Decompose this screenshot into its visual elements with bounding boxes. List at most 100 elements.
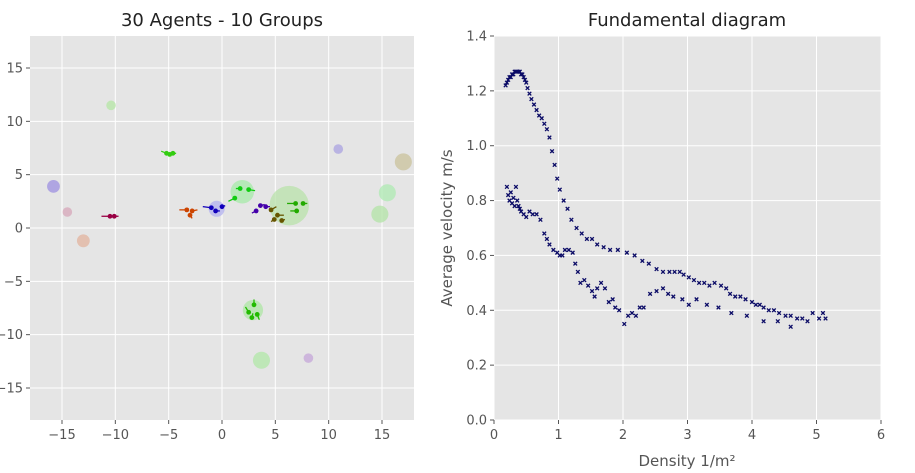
agent	[246, 309, 252, 315]
goal-circle	[371, 205, 389, 223]
data-point	[594, 242, 600, 247]
data-point	[744, 313, 750, 319]
data-point	[601, 244, 606, 250]
data-point	[677, 269, 683, 275]
data-point	[531, 102, 537, 107]
data-point	[616, 308, 622, 313]
agents-y-tick-label: −10	[0, 328, 23, 343]
fundamental-x-tick-label: 0	[490, 428, 498, 443]
data-point	[527, 91, 532, 96]
data-point	[633, 313, 639, 319]
agents-y-tick-label: 15	[6, 62, 23, 77]
data-point	[584, 236, 590, 242]
data-point	[561, 198, 566, 203]
agent	[170, 150, 176, 156]
fundamental-y-ticks: 0.0 0.2 0.4 0.6 0.8 1.0 1.2 1.4	[466, 30, 494, 429]
data-point	[610, 297, 615, 302]
data-point	[805, 318, 810, 324]
agents-x-tick-label: 5	[271, 428, 279, 443]
agents-x-tick-label: −5	[159, 428, 178, 443]
data-point	[522, 77, 528, 83]
agents-y-tick-label: −15	[0, 382, 23, 397]
fundamental-x-label: Density 1/m²	[638, 452, 735, 470]
data-point	[554, 176, 560, 181]
data-point	[800, 316, 805, 321]
agents-x-tick-label: −10	[102, 428, 129, 443]
data-point	[660, 269, 666, 275]
fundamental-diagram-panel: 0 1 2 3 4 5 6 0.0 0.2 0.4 0.6 0.8 1.0 1.2 1.4 Fundame…	[438, 10, 885, 470]
data-point	[625, 313, 631, 319]
agent	[232, 195, 238, 201]
fundamental-x-tick-label: 3	[683, 428, 691, 443]
fundamental-x-tick-label: 6	[877, 428, 885, 443]
agents-y-tick-label: 10	[6, 115, 23, 130]
data-point	[589, 236, 595, 242]
data-point	[512, 203, 517, 209]
data-point	[521, 74, 526, 80]
agents-panel: −15 −10 −5 0 5 10 15 15 10 5 0 −5 −10 −15 30 Agents …	[0, 10, 414, 443]
data-point	[542, 121, 547, 127]
data-point	[560, 253, 565, 258]
data-point	[582, 277, 587, 283]
agents-y-tick-label: −5	[4, 275, 23, 290]
fundamental-x-tick-label: 1	[554, 428, 562, 443]
data-point	[820, 310, 826, 316]
agent	[187, 212, 193, 218]
agents-x-tick-label: 15	[374, 428, 391, 443]
goal-circle	[378, 184, 396, 202]
agents-grid	[30, 36, 414, 420]
data-point	[511, 195, 516, 201]
data-point	[606, 299, 612, 305]
data-point	[552, 162, 557, 168]
data-point	[551, 247, 556, 253]
data-point	[517, 206, 523, 212]
data-point	[783, 313, 788, 319]
data-point	[525, 85, 530, 91]
data-point	[574, 225, 579, 231]
agents-x-tick-label: 10	[320, 428, 337, 443]
data-point	[607, 247, 613, 253]
data-point	[539, 116, 544, 121]
goal-circle	[62, 207, 73, 217]
data-point	[823, 316, 828, 321]
data-point	[557, 187, 563, 192]
data-point	[753, 302, 759, 308]
data-point	[513, 184, 519, 190]
fundamental-x-ticks: 0 1 2 3 4 5 6	[490, 420, 885, 443]
agents-x-tick-label: 0	[218, 428, 226, 443]
data-point	[716, 305, 721, 310]
agent	[107, 213, 113, 219]
data-point	[569, 217, 574, 223]
agent	[246, 187, 252, 193]
agent	[268, 207, 274, 213]
data-point	[696, 280, 702, 286]
agent	[300, 201, 306, 206]
fundamental-y-tick-label: 0.8	[466, 194, 487, 209]
data-point	[615, 247, 621, 253]
data-point	[573, 261, 578, 266]
data-point	[589, 288, 595, 294]
data-point	[565, 206, 570, 212]
data-point	[514, 198, 520, 203]
data-point	[530, 212, 535, 217]
agent	[213, 208, 219, 214]
data-point	[672, 269, 677, 275]
data-point	[534, 107, 539, 113]
data-point	[707, 283, 712, 288]
agents-x-ticks: −15 −10 −5 0 5 10 15	[48, 420, 390, 443]
agent	[263, 204, 269, 210]
data-point	[570, 250, 575, 255]
data-point	[544, 236, 550, 242]
fundamental-y-label: Average velocity m/s	[438, 149, 456, 306]
data-point	[534, 212, 539, 217]
data-point	[504, 184, 510, 190]
data-point	[640, 258, 645, 264]
data-point	[654, 266, 659, 272]
data-point	[704, 302, 710, 308]
data-point	[810, 310, 815, 316]
data-point	[544, 126, 550, 132]
data-point	[654, 288, 659, 294]
data-point	[761, 305, 766, 310]
data-point	[549, 148, 555, 154]
agent	[208, 205, 214, 211]
